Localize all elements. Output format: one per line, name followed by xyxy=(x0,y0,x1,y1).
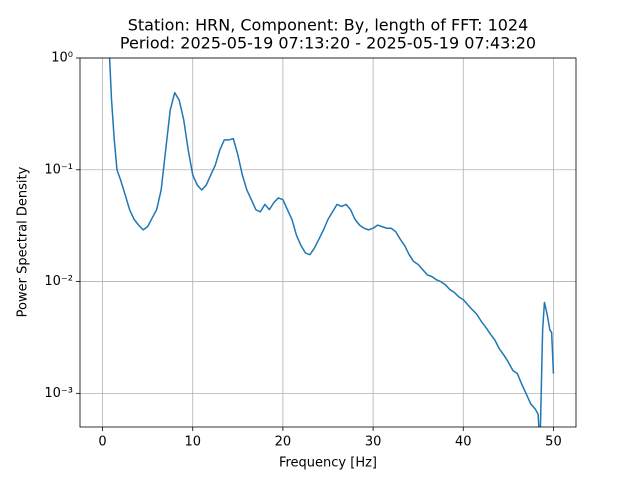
y-tick-label: 10⁻³ xyxy=(44,386,73,401)
chart-title: Station: HRN, Component: By, length of F… xyxy=(128,16,529,35)
psd-line xyxy=(108,58,555,427)
y-tick-label: 10⁻¹ xyxy=(44,162,73,177)
y-tick-label: 10⁰ xyxy=(51,51,73,66)
x-tick-label: 30 xyxy=(365,435,382,450)
x-tick-label: 50 xyxy=(545,435,562,450)
y-tick-label: 10⁻² xyxy=(44,274,73,289)
y-axis-label: Power Spectral Density xyxy=(16,166,31,317)
x-tick-label: 20 xyxy=(275,435,292,450)
x-tick-label: 10 xyxy=(184,435,201,450)
x-tick-label: 0 xyxy=(98,435,106,450)
x-tick-label: 40 xyxy=(455,435,472,450)
x-axis-label: Frequency [Hz] xyxy=(279,456,377,471)
chart-subtitle: Period: 2025-05-19 07:13:20 - 2025-05-19… xyxy=(120,34,536,53)
plot-frame xyxy=(79,57,577,428)
